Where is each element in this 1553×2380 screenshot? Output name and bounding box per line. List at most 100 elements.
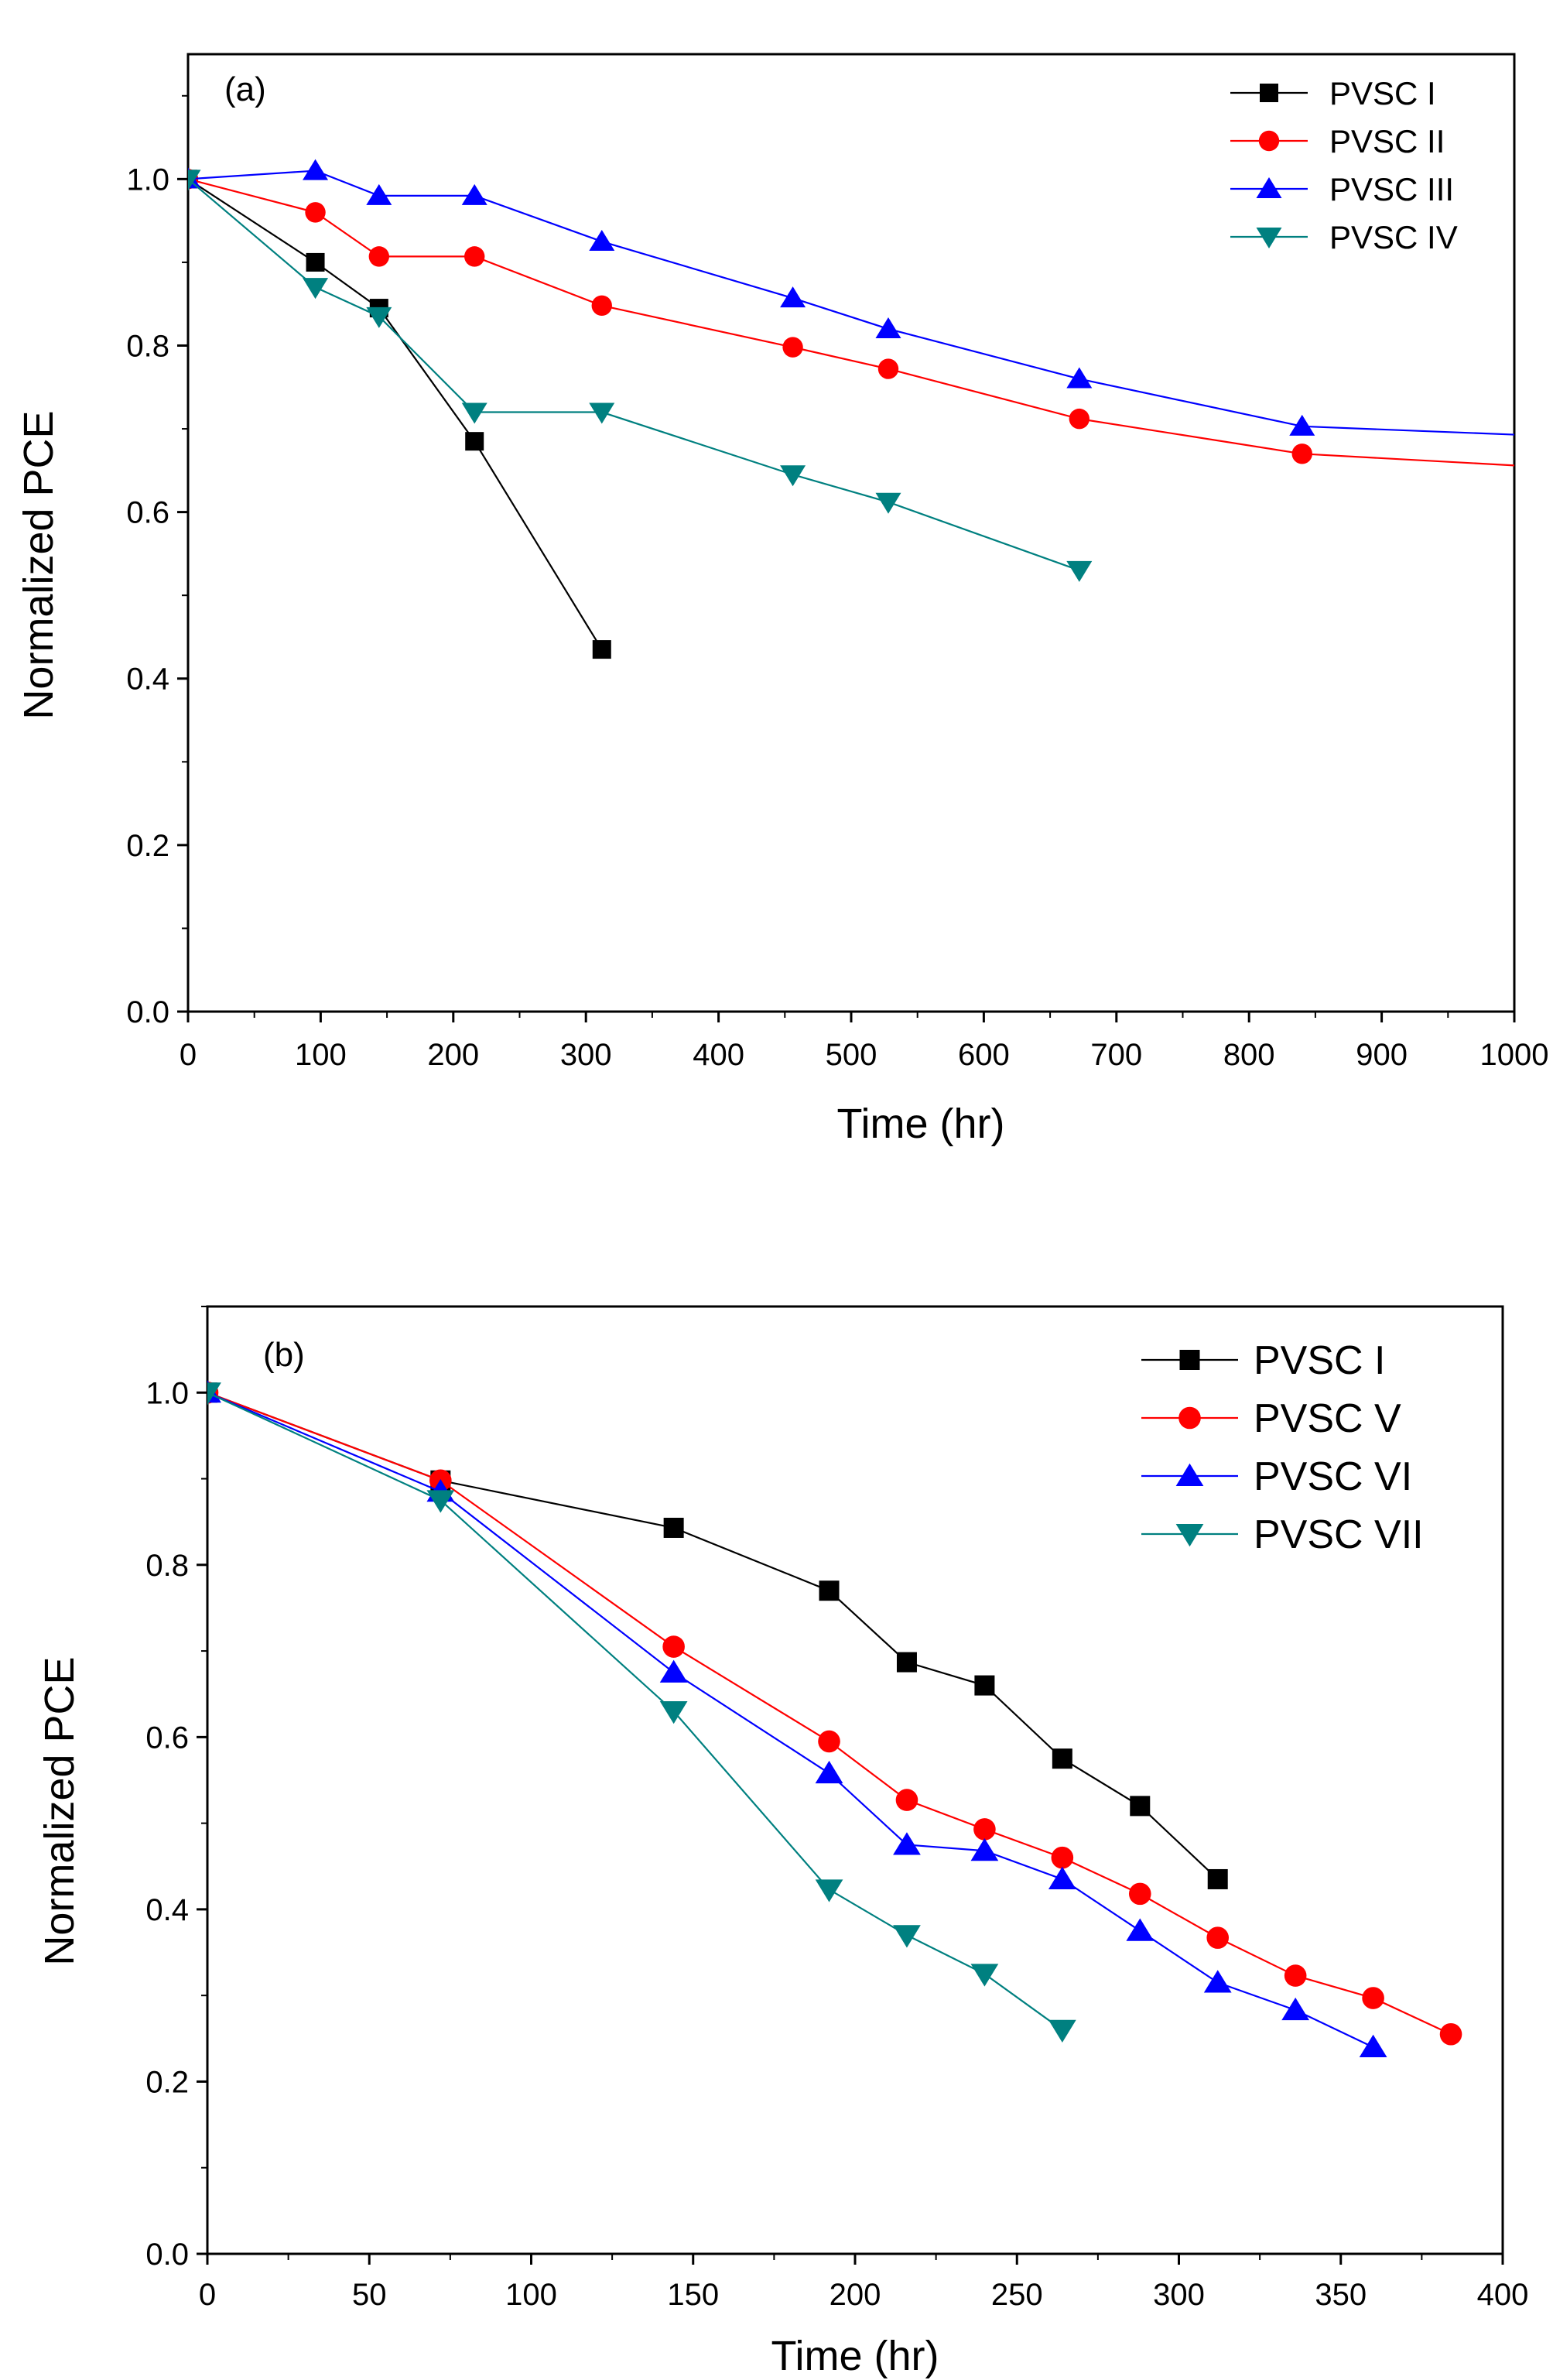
series-line [207,1392,1452,2036]
legend-marker [1175,1463,1204,1486]
x-tick-label: 150 [667,2278,719,2312]
y-tick-label: 0.6 [126,496,169,530]
series-line [188,170,1514,436]
data-point [815,1879,843,1902]
data-point [1066,367,1093,389]
x-tick-label: 0 [180,1038,197,1072]
y-tick-label: 0.2 [145,2065,189,2099]
legend-item: PVSC III [1230,171,1454,207]
x-tick-label: 200 [427,1038,479,1072]
legend-item: PVSC I [1230,75,1436,111]
data-point [973,1818,996,1841]
data-point [663,1517,684,1538]
x-tick-label: 350 [1315,2278,1367,2312]
data-point [1284,1964,1307,1987]
data-point [780,286,806,308]
y-tick-label: 0.4 [145,1893,189,1927]
series-line [207,1392,1063,2031]
x-axis-title: Time (hr) [837,1101,1005,1147]
legend-item: PVSC I [1141,1338,1386,1383]
series-pvsc-iii [188,159,1514,436]
data-point [974,1675,995,1696]
legend-marker [1260,84,1278,102]
x-tick-label: 500 [826,1038,877,1072]
data-point [1048,1866,1076,1889]
data-point [589,230,615,252]
legend-marker [1256,177,1282,198]
data-point [366,306,392,328]
series-line [188,178,1514,467]
x-tick-label: 900 [1356,1038,1408,1072]
data-point [306,252,325,272]
legend-item: PVSC IV [1230,219,1458,255]
data-point [815,1760,843,1784]
data-point [893,1925,921,1948]
plot-frame [206,1305,1504,2255]
legend-label: PVSC I [1254,1338,1386,1383]
chart-panel-a: 0 100 200 300 400 500 600 700 800 900 1000 0.0 0.2 0.… [15,53,1548,1147]
data-point [591,295,612,317]
y-tick-label: 0.8 [126,329,169,363]
data-point [875,317,901,338]
legend-item: PVSC II [1230,123,1445,159]
data-point [1052,1748,1072,1769]
data-point [659,1659,688,1683]
plot-area [207,1380,1462,2057]
x-tick-label: 400 [693,1038,744,1072]
panel-label: (a) [224,70,266,108]
legend-marker [1179,1350,1200,1370]
data-point [589,402,615,424]
data-point [1051,1846,1074,1869]
data-point [875,492,901,514]
series-line [207,1392,1219,1880]
data-point [782,337,803,358]
data-point [1207,1868,1228,1889]
y-tick-label: 0.4 [126,663,169,697]
x-axis-title: Time (hr) [771,2333,939,2379]
legend-item: PVSC VI [1141,1454,1412,1499]
y-tick-label: 0.6 [145,1721,189,1755]
series-pvsc-i [188,170,611,659]
data-point [1281,1997,1310,2021]
data-point [1128,1882,1151,1906]
data-point [426,1490,455,1513]
data-point [1066,560,1093,582]
y-axis-title: Normalized PCE [36,1656,83,1965]
y-tick-label: 0.8 [145,1549,189,1583]
data-point [1048,2019,1076,2043]
chart-panel-b: 0 50 100 150 200 250 300 350 400 0.0 0.2 0.4 0.6 0.8 1… [36,1305,1528,2379]
legend-marker [1175,1524,1204,1547]
legend: PVSC I PVSC V PVSC VI PVSC VII [1141,1338,1424,1557]
legend-label: PVSC VII [1254,1512,1424,1557]
data-point [662,1635,685,1658]
x-tick-label: 300 [560,1038,612,1072]
legend: PVSC I PVSC II PVSC III PVSC IV [1230,75,1458,255]
data-point [1359,2034,1387,2057]
data-point [305,202,326,223]
legend-label: PVSC V [1254,1396,1401,1441]
legend-item: PVSC VII [1141,1512,1424,1557]
x-tick-label: 700 [1090,1038,1142,1072]
x-tick-label: 100 [295,1038,347,1072]
x-tick-label: 800 [1223,1038,1275,1072]
legend-label: PVSC IV [1329,219,1458,255]
legend-marker [1258,130,1280,152]
data-point [970,1964,999,1987]
data-point [818,1730,840,1753]
plot-area [188,159,1514,659]
data-point [1291,443,1312,464]
data-point [893,1832,921,1855]
data-point [877,358,899,379]
data-point [970,1837,999,1861]
data-point [1203,1970,1232,1993]
legend-label: PVSC VI [1254,1454,1412,1499]
data-point [780,465,806,487]
data-point [303,159,329,180]
y-axis-title: Normalized PCE [15,410,62,719]
data-point [1439,2022,1462,2046]
y-tick-label: 0.0 [145,2238,189,2272]
legend-marker [1256,228,1282,248]
legend-item: PVSC V [1141,1396,1401,1441]
x-tick-label: 200 [830,2278,881,2312]
